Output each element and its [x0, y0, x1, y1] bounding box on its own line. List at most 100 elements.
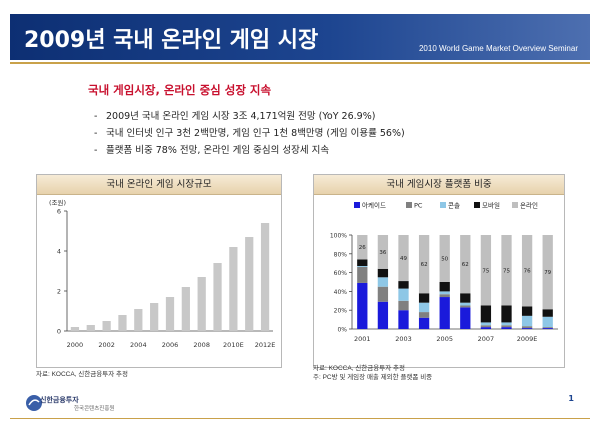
x-tick-label: 2010E — [223, 341, 244, 349]
bar-모바일-2007 — [480, 305, 492, 323]
bar-온라인-2009E — [521, 235, 533, 307]
x-tick-label: 2000 — [67, 341, 84, 349]
bar-PC-2003 — [398, 300, 409, 311]
bar-온라인-2005 — [439, 235, 450, 282]
y-tick-label: 80% — [334, 251, 348, 258]
bar-2006 — [165, 297, 175, 331]
x-tick-label: 2007 — [478, 335, 495, 343]
data-label: 50 — [441, 257, 448, 263]
bar-아케이드-2007 — [480, 327, 492, 329]
bar-모바일-2006 — [460, 293, 471, 303]
legend-label: 온라인 — [520, 201, 538, 210]
bar-아케이드-2009E — [521, 328, 533, 329]
header-divider — [10, 62, 590, 64]
legend-swatch — [406, 202, 412, 208]
bar-아케이드-2006 — [460, 307, 471, 329]
data-label: 36 — [379, 250, 386, 256]
bar-아케이드-2008 — [501, 327, 512, 329]
bar-온라인-2007 — [480, 235, 492, 306]
slide-header: 2009년 국내 온라인 게임 시장 2010 World Game Marke… — [0, 0, 600, 66]
logo-text: 신한금융투자 — [40, 396, 79, 404]
y-tick-label: 20% — [334, 308, 348, 315]
y-tick-label: 4 — [57, 248, 61, 256]
bar-PC-2006 — [460, 305, 471, 308]
slide-title: 2009년 국내 온라인 게임 시장 — [24, 28, 319, 53]
bar-온라인-2008 — [501, 235, 512, 306]
bar-모바일-2010E — [542, 309, 553, 317]
page-number: 1 — [568, 394, 574, 403]
legend-swatch — [354, 202, 360, 208]
bar-PC-2010E — [542, 327, 553, 329]
x-tick-label: 2003 — [395, 335, 412, 343]
platform-share-source: 자료: KOCCA, 신한금융투자 추정 주: PC방 및 게임장 매출 제외한… — [313, 364, 432, 382]
bar-2008 — [197, 277, 206, 331]
bar-온라인-2002 — [377, 235, 389, 269]
data-label: 62 — [462, 262, 469, 268]
bar-콘솔-2008 — [501, 322, 512, 326]
bullet-item: -2009년 국내 온라인 게임 시장 3조 4,171억원 전망 (YoY 2… — [94, 111, 376, 122]
market-size-panel: 국내 온라인 게임 시장규모 (조원) 0 2 4 6 2000 2002 2004 2006 2… — [36, 174, 282, 368]
bar-PC-2001 — [357, 266, 368, 283]
bar-콘솔-2002 — [377, 277, 389, 287]
bar-PC-2008 — [501, 325, 512, 328]
legend-swatch — [512, 202, 518, 208]
y-tick-label: 40% — [334, 289, 348, 296]
bar-콘솔-2009E — [521, 315, 533, 327]
market-size-title: 국내 온라인 게임 시장규모 — [37, 175, 281, 195]
bullet-text: 2009년 국내 온라인 게임 시장 3조 4,171억원 전망 (YoY 26… — [106, 111, 376, 122]
bar-2007 — [181, 287, 190, 331]
platform-share-panel: 국내 게임시장 플랫폼 비중 아케이드 PC 콘솔 모바일 온라인 0% 20% 40% 60%… — [313, 174, 565, 368]
y-tick-label: 100% — [330, 233, 347, 240]
bar-모바일-2003 — [398, 281, 409, 289]
bar-2005 — [150, 303, 159, 331]
bar-온라인-2004 — [418, 235, 430, 294]
bar-콘솔-2005 — [439, 291, 450, 295]
bar-모바일-2005 — [439, 282, 450, 292]
platform-share-chart: 아케이드 PC 콘솔 모바일 온라인 0% 20% 40% 60% 80% 100% 26 36 49 62… — [330, 201, 558, 343]
y-tick-label: 0 — [57, 328, 61, 336]
data-label: 62 — [421, 262, 428, 268]
data-label: 49 — [400, 256, 407, 262]
bar-2004 — [134, 309, 143, 331]
x-tick-label: 2012E — [255, 341, 276, 349]
bar-아케이드-2002 — [377, 301, 389, 329]
bar-모바일-2008 — [501, 305, 512, 323]
bar-2002 — [102, 321, 111, 331]
bar-모바일-2004 — [418, 293, 430, 303]
x-tick-label: 2008 — [193, 341, 210, 349]
bar-PC-2002 — [377, 286, 389, 302]
y-tick-label: 2 — [57, 288, 61, 296]
slide-footer: 신한금융투자 한국콘텐츠진흥원 1 — [0, 386, 600, 424]
y-tick-label: 60% — [334, 270, 348, 277]
legend-label: 아케이드 — [362, 201, 386, 210]
data-label: 75 — [482, 268, 489, 274]
bar-모바일-2002 — [377, 268, 389, 278]
x-tick-label: 2004 — [130, 341, 147, 349]
bullet-item: - 플랫폼 비중 78% 전망, 온라인 게임 중심의 성장세 지속 — [94, 145, 330, 156]
x-tick-label: 2002 — [98, 341, 115, 349]
platform-share-title: 국내 게임시장 플랫폼 비중 — [314, 175, 564, 195]
y-tick-label: 0% — [337, 327, 347, 334]
bar-콘솔-2001 — [357, 266, 368, 267]
legend-label: 콘솔 — [448, 201, 460, 210]
bar-온라인-2010E — [542, 235, 553, 310]
bar-온라인-2006 — [460, 235, 471, 294]
kocca-logo-text: 한국콘텐츠진흥원 — [74, 406, 115, 412]
bar-아케이드-2001 — [357, 282, 368, 329]
bar-아케이드-2010E — [542, 328, 553, 329]
bar-PC-2007 — [480, 325, 492, 328]
seminar-subtitle: 2010 World Game Market Overview Seminar — [418, 44, 578, 53]
bar-2010E — [229, 247, 238, 331]
data-label: 76 — [524, 269, 531, 275]
bar-온라인-2003 — [398, 235, 409, 282]
bar-온라인-2001 — [357, 235, 368, 260]
bar-2003 — [118, 315, 127, 331]
bullet-list: -2009년 국내 온라인 게임 시장 3조 4,171억원 전망 (YoY 2… — [94, 108, 405, 159]
market-size-chart: (조원) 0 2 4 6 2000 2002 2004 2006 2008 2010E 2012E — [49, 198, 276, 349]
bar-2000 — [70, 327, 80, 331]
data-label: 26 — [359, 245, 366, 251]
source-line: 자료: KOCCA, 신한금융투자 추정 — [313, 365, 405, 372]
shinhan-logo-icon — [26, 395, 42, 411]
footer-divider — [10, 418, 590, 419]
bullet-text: 플랫폼 비중 78% 전망, 온라인 게임 중심의 성장세 지속 — [106, 145, 330, 156]
